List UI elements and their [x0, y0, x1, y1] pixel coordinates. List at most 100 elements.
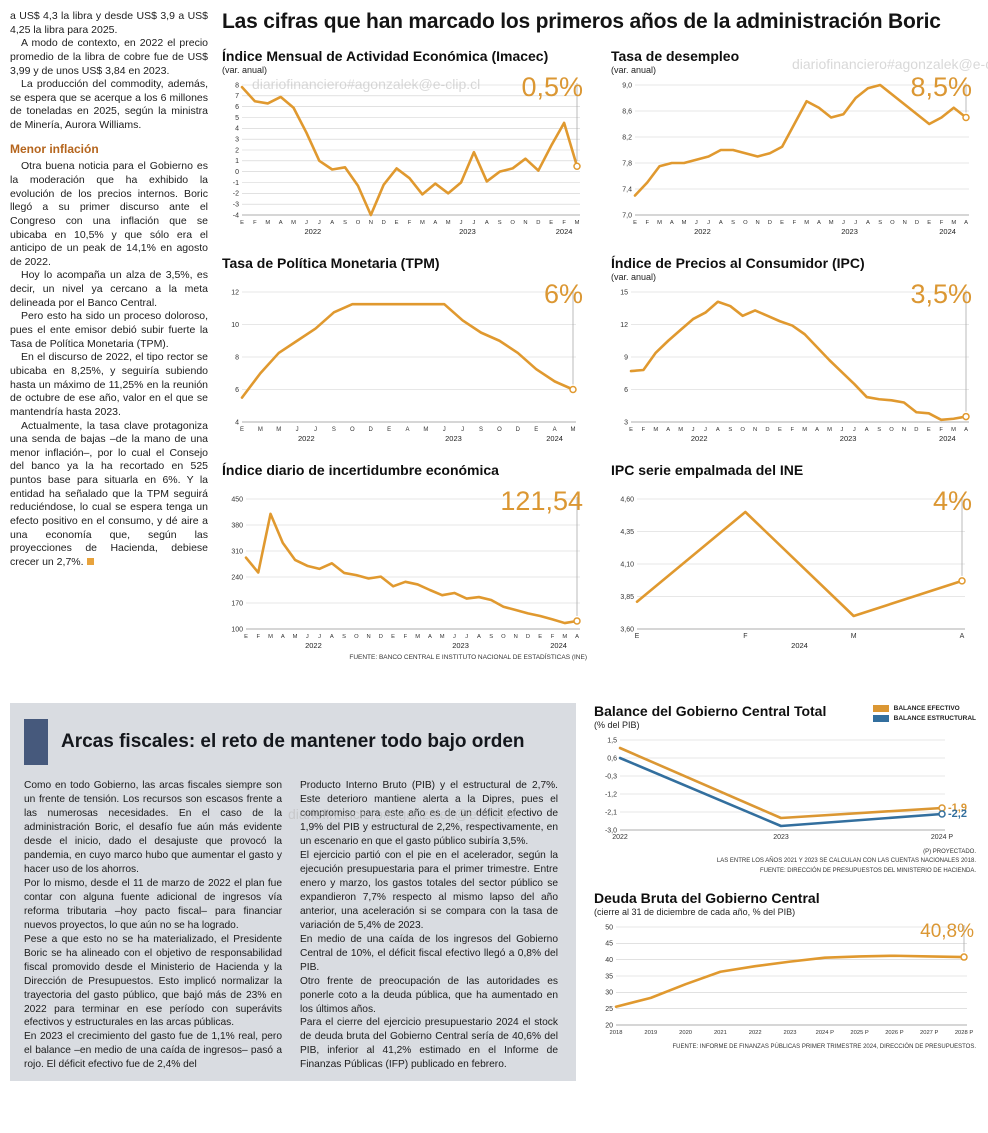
fiscal-title: Arcas fiscales: el reto de mantener todo…	[61, 731, 525, 752]
svg-text:N: N	[514, 634, 518, 640]
chart-subtitle	[611, 479, 976, 491]
latest-value-label: 3,5%	[910, 279, 972, 309]
chart-subtitle: (var. anual)	[611, 272, 657, 282]
svg-text:2024: 2024	[939, 434, 956, 443]
svg-text:M: M	[258, 427, 263, 433]
svg-text:-0,3: -0,3	[605, 773, 617, 780]
fiscal-paragraph: Para el cierre del ejercicio presupuesta…	[300, 1017, 558, 1071]
svg-text:-3: -3	[233, 201, 239, 208]
chart-title: Índice de Precios al Consumidor (IPC)	[611, 255, 865, 271]
svg-text:6: 6	[624, 387, 628, 394]
latest-value-label: 8,5%	[910, 72, 972, 102]
chart-ipc: Índice de Precios al Consumidor (IPC) (v…	[611, 255, 976, 444]
svg-text:S: S	[332, 427, 336, 433]
latest-value-label: 4%	[932, 486, 972, 516]
svg-text:D: D	[369, 427, 374, 433]
chart-subtitle: (var. anual)	[611, 65, 657, 75]
svg-text:8: 8	[235, 82, 239, 89]
svg-text:6: 6	[235, 387, 239, 394]
svg-text:F: F	[551, 634, 555, 640]
svg-text:A: A	[964, 427, 968, 433]
svg-text:7,0: 7,0	[622, 212, 632, 219]
chart-title: Tasa de desempleo	[611, 48, 740, 64]
svg-text:-2: -2	[233, 191, 239, 198]
svg-text:-1,2: -1,2	[605, 791, 617, 798]
svg-text:F: F	[743, 633, 747, 640]
article-paragraph: En el discurso de 2022, el tipo rector s…	[10, 351, 208, 418]
chart-footnotes: FUENTE: INFORME DE FINANZAS PÚBLICAS PRI…	[594, 1043, 977, 1052]
fiscal-charts-column: Balance del Gobierno Central Total (% de…	[594, 703, 976, 1081]
svg-text:7,8: 7,8	[622, 160, 632, 167]
svg-text:E: E	[534, 427, 538, 433]
legend-swatch-blue	[872, 715, 889, 722]
svg-text:S: S	[731, 220, 735, 226]
svg-text:2022: 2022	[691, 434, 708, 443]
svg-text:J: J	[465, 634, 468, 640]
svg-text:2025 P: 2025 P	[850, 1030, 869, 1036]
legend-label: BALANCE EFECTIVO	[893, 705, 960, 712]
title-accent-bar	[24, 719, 48, 765]
svg-text:A: A	[485, 220, 489, 226]
svg-text:2024: 2024	[546, 434, 563, 443]
svg-text:A: A	[670, 220, 674, 226]
article-end-marker-icon	[86, 557, 94, 565]
latest-value-label: 121,54	[500, 486, 583, 516]
svg-text:2023: 2023	[452, 641, 469, 650]
chart-subtitle	[222, 272, 587, 284]
svg-text:2023: 2023	[784, 1030, 797, 1036]
legend-item-efectivo: BALANCE EFECTIVO	[872, 705, 976, 712]
ipc-plot: 15 12 9 6 3 E F M A M J J A S O N D E F M A M J J A S O N D E F M A 2022 2…	[611, 286, 976, 444]
svg-text:2022: 2022	[298, 434, 315, 443]
svg-text:M: M	[682, 220, 687, 226]
svg-text:J: J	[306, 634, 309, 640]
svg-text:S: S	[489, 634, 493, 640]
svg-text:M: M	[851, 633, 857, 640]
svg-text:N: N	[369, 220, 373, 226]
svg-text:2021: 2021	[714, 1030, 727, 1036]
svg-text:M: M	[657, 220, 662, 226]
svg-text:45: 45	[605, 941, 613, 948]
footnote: FUENTE: DIRECCIÓN DE PRESUPUESTOS DEL MI…	[759, 867, 976, 874]
svg-text:N: N	[753, 427, 757, 433]
svg-text:2024: 2024	[939, 227, 956, 236]
article-paragraph: A modo de contexto, en 2022 el precio pr…	[10, 37, 208, 77]
svg-text:35: 35	[605, 973, 613, 980]
svg-text:1,5: 1,5	[607, 737, 617, 744]
source-note: FUENTE: BANCO CENTRAL E INSTITUTO NACION…	[349, 654, 587, 661]
footnote: FUENTE: INFORME DE FINANZAS PÚBLICAS PRI…	[672, 1043, 977, 1050]
svg-text:50: 50	[605, 924, 613, 931]
svg-text:A: A	[815, 427, 819, 433]
fiscal-paragraph: Pese a que esto no se ha materializado, …	[24, 933, 282, 1029]
svg-text:2: 2	[235, 147, 239, 154]
svg-text:F: F	[940, 220, 944, 226]
svg-text:A: A	[865, 427, 869, 433]
svg-text:A: A	[964, 220, 968, 226]
svg-text:3: 3	[624, 419, 628, 426]
svg-text:E: E	[395, 220, 399, 226]
svg-text:S: S	[728, 427, 732, 433]
svg-text:A: A	[428, 634, 432, 640]
svg-text:D: D	[526, 634, 530, 640]
svg-text:M: M	[951, 427, 956, 433]
svg-text:J: J	[695, 220, 698, 226]
chart-title: Deuda Bruta del Gobierno Central	[594, 889, 820, 906]
svg-text:-1: -1	[233, 180, 239, 187]
svg-text:J: J	[305, 220, 308, 226]
svg-text:A: A	[817, 220, 821, 226]
latest-value-label: 0,5%	[521, 72, 583, 102]
svg-text:2022: 2022	[612, 834, 628, 841]
footnote: LAS ENTRE LOS AÑOS 2021 Y 2023 SE CALCUL…	[716, 858, 976, 865]
svg-text:2024 P: 2024 P	[816, 1030, 835, 1036]
chart-title: Índice diario de incertidumbre económica	[222, 462, 499, 478]
svg-text:D: D	[382, 220, 386, 226]
svg-text:F: F	[642, 427, 646, 433]
ipc-ine-plot: 4,60 4,35 4,10 3,85 3,60 E F M A 2024	[611, 493, 976, 651]
svg-text:O: O	[889, 427, 894, 433]
svg-text:8: 8	[235, 354, 239, 361]
svg-text:-3,0: -3,0	[605, 827, 617, 834]
deuda-plot: 50 45 40 35 30 25 20 2018 2019 2020 2021 2022 2023 20…	[594, 921, 976, 1041]
svg-text:J: J	[453, 634, 456, 640]
svg-text:A: A	[719, 220, 723, 226]
svg-text:2023: 2023	[773, 834, 789, 841]
svg-text:J: J	[854, 220, 857, 226]
